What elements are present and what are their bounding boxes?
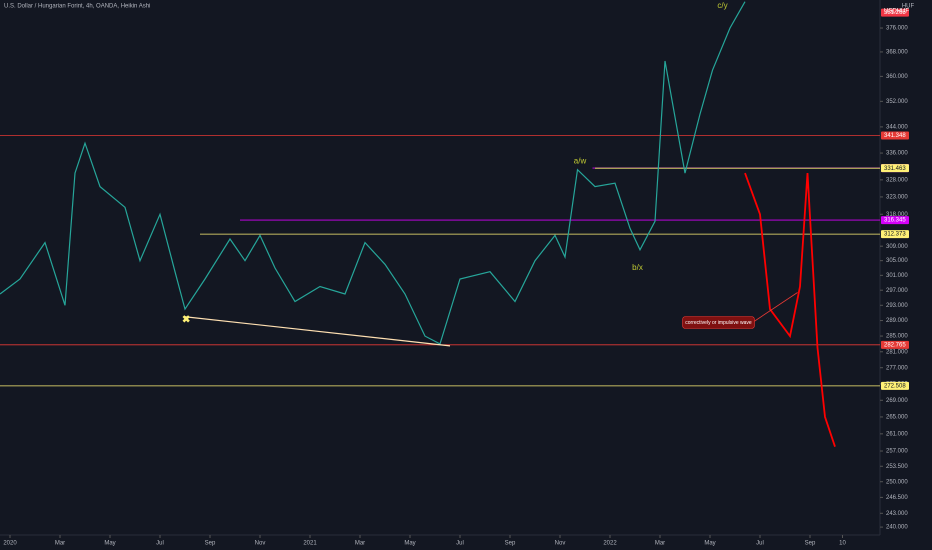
x-tick-label: Jul: [456, 541, 464, 547]
y-tick-label: 281.000: [886, 349, 908, 355]
y-tick-label: 250.000: [886, 479, 908, 485]
callout-line: [752, 292, 798, 323]
price-line: [0, 1, 746, 345]
x-tick-label: May: [404, 541, 415, 547]
annotation: b/x: [632, 263, 643, 272]
price-label-box: [881, 131, 909, 140]
y-tick-label: 352.000: [886, 99, 908, 105]
y-tick-label: 269.000: [886, 398, 908, 404]
y-tick-label: 318.000: [886, 212, 908, 218]
y-tick-label: 328.000: [886, 177, 908, 183]
y-tick-label: 246.500: [886, 495, 908, 501]
y-tick-label: 285.000: [886, 334, 908, 340]
x-tick-label: Sep: [805, 541, 816, 547]
callout-box: [682, 316, 755, 329]
price-label-box: [881, 164, 909, 173]
x-tick-label: May: [104, 541, 115, 547]
x-tick-label: 10: [839, 541, 846, 547]
price-label: 272.508: [884, 383, 906, 389]
x-tick-label: 2021: [303, 541, 317, 547]
y-tick-label: 305.000: [886, 258, 908, 264]
price-label: 316.345: [884, 218, 906, 224]
x-tick-label: Nov: [555, 541, 566, 547]
y-tick-label: 309.000: [886, 244, 908, 250]
y-tick-label: 297.000: [886, 288, 908, 294]
y-tick-label: 265.000: [886, 415, 908, 421]
x-tick-label: 2022: [603, 541, 617, 547]
x-tick-label: Jul: [756, 541, 764, 547]
x-tick-label: Mar: [655, 541, 665, 547]
price-label: 312.373: [884, 232, 906, 238]
price-label-box: [881, 8, 909, 17]
y-tick-label: 277.000: [886, 365, 908, 371]
x-tick-label: Jul: [156, 541, 164, 547]
x-tick-label: Mar: [55, 541, 65, 547]
y-tick-label: 253.500: [886, 464, 908, 470]
y-tick-label: 344.000: [886, 124, 908, 130]
price-label: 381.265: [884, 10, 906, 16]
annotation: a/w: [574, 156, 587, 165]
x-tick-label: Sep: [205, 541, 216, 547]
annotation: c/y: [717, 1, 727, 10]
currency: HUF: [902, 4, 915, 10]
price-label: 341.348: [884, 133, 906, 139]
price-label-box: [881, 230, 909, 239]
price-label-box: [881, 340, 909, 349]
y-tick-label: 261.000: [886, 431, 908, 437]
y-tick-label: 336.000: [886, 151, 908, 157]
y-tick-label: 240.000: [886, 525, 908, 531]
symbol-label: USDHUF: [884, 9, 909, 15]
x-tick-label: Sep: [505, 541, 516, 547]
x-tick-label: 2020: [3, 541, 17, 547]
y-tick-label: 301.000: [886, 273, 908, 279]
price-line: [744, 172, 836, 447]
chart-title: U.S. Dollar / Hungarian Forint, 4h, OAND…: [4, 4, 150, 10]
marker: ✖: [182, 314, 190, 325]
y-tick-label: 376.000: [886, 26, 908, 32]
x-tick-label: Mar: [355, 541, 365, 547]
y-tick-label: 289.000: [886, 318, 908, 324]
trendline: [184, 316, 451, 347]
price-label-box: [881, 381, 909, 390]
price-label-box: [881, 216, 909, 225]
y-tick-label: 360.000: [886, 74, 908, 80]
y-tick-label: 257.000: [886, 449, 908, 455]
price-label: 282.765: [884, 342, 906, 348]
y-tick-label: 243.000: [886, 511, 908, 517]
x-tick-label: Nov: [255, 541, 266, 547]
y-tick-label: 368.000: [886, 50, 908, 56]
y-tick-label: 323.000: [886, 195, 908, 201]
price-label: 331.463: [884, 166, 906, 172]
y-tick-label: 293.000: [886, 303, 908, 309]
annotation: correctively or impulsive wave: [685, 320, 752, 326]
x-tick-label: May: [704, 541, 715, 547]
